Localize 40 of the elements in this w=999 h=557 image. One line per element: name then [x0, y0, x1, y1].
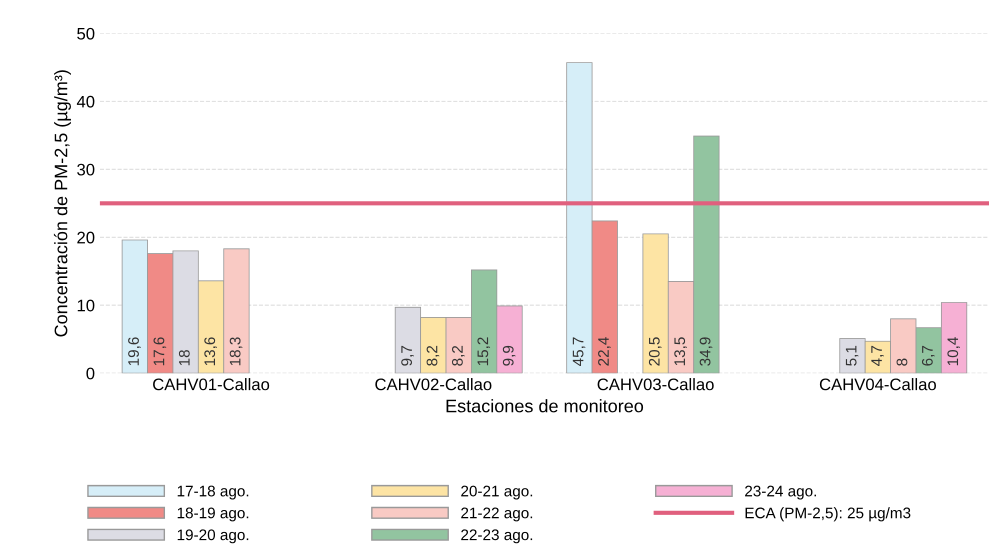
- y-tick-label: 50: [77, 28, 94, 40]
- x-axis-title: Estaciones de monitoreo: [446, 399, 644, 412]
- legend-label: 18-19 ago.: [178, 508, 248, 522]
- data-label: 20,5: [648, 337, 662, 366]
- data-label: 22,4: [598, 337, 611, 366]
- legend-label: ECA (PM-2,5): 25 µg/m3: [746, 507, 910, 522]
- data-label: 6,7: [922, 346, 935, 366]
- data-label: 17,6: [154, 337, 166, 366]
- y-tick-label: 10: [78, 300, 94, 312]
- data-label: 18,3: [230, 337, 242, 366]
- data-label: 4,7: [871, 346, 884, 366]
- data-label: 18: [178, 350, 190, 366]
- data-label: 8: [896, 358, 908, 366]
- y-tick-label: 20: [77, 232, 94, 244]
- data-label: 34,9: [700, 337, 712, 366]
- legend-label: 22-23 ago.: [461, 529, 532, 544]
- y-axis-title: Concentración de PM-2,5 (µg/m³): [54, 70, 71, 337]
- x-tick-label: CAHV01-Callao: [153, 378, 270, 390]
- data-label: 13,5: [674, 337, 687, 366]
- data-label: 9,7: [401, 346, 414, 366]
- legend-label: 20-21 ago.: [461, 486, 532, 500]
- data-label: 19,6: [128, 337, 141, 366]
- legend-label: 19-20 ago.: [178, 529, 248, 544]
- legend-label: 21-22 ago.: [461, 508, 532, 522]
- legend-label: 17-18 ago.: [178, 486, 248, 500]
- y-tick-label: 40: [76, 96, 94, 108]
- y-tick-label: 30: [77, 164, 94, 176]
- data-label: 45,7: [572, 337, 586, 366]
- data-label: 13,6: [204, 337, 217, 366]
- y-tick-label: 0: [86, 368, 94, 380]
- data-label: 15,2: [477, 337, 490, 366]
- data-label: 5,1: [846, 346, 858, 366]
- legend-label: 23-24 ago.: [745, 486, 816, 500]
- x-tick-label: CAHV04-Callao: [820, 378, 936, 390]
- data-label: 8,2: [426, 346, 440, 366]
- x-tick-label: CAHV03-Callao: [598, 378, 714, 390]
- data-label: 9,9: [502, 346, 516, 366]
- data-label: 10,4: [947, 337, 960, 366]
- data-label: 8,2: [452, 346, 465, 366]
- x-tick-label: CAHV02-Callao: [375, 378, 492, 390]
